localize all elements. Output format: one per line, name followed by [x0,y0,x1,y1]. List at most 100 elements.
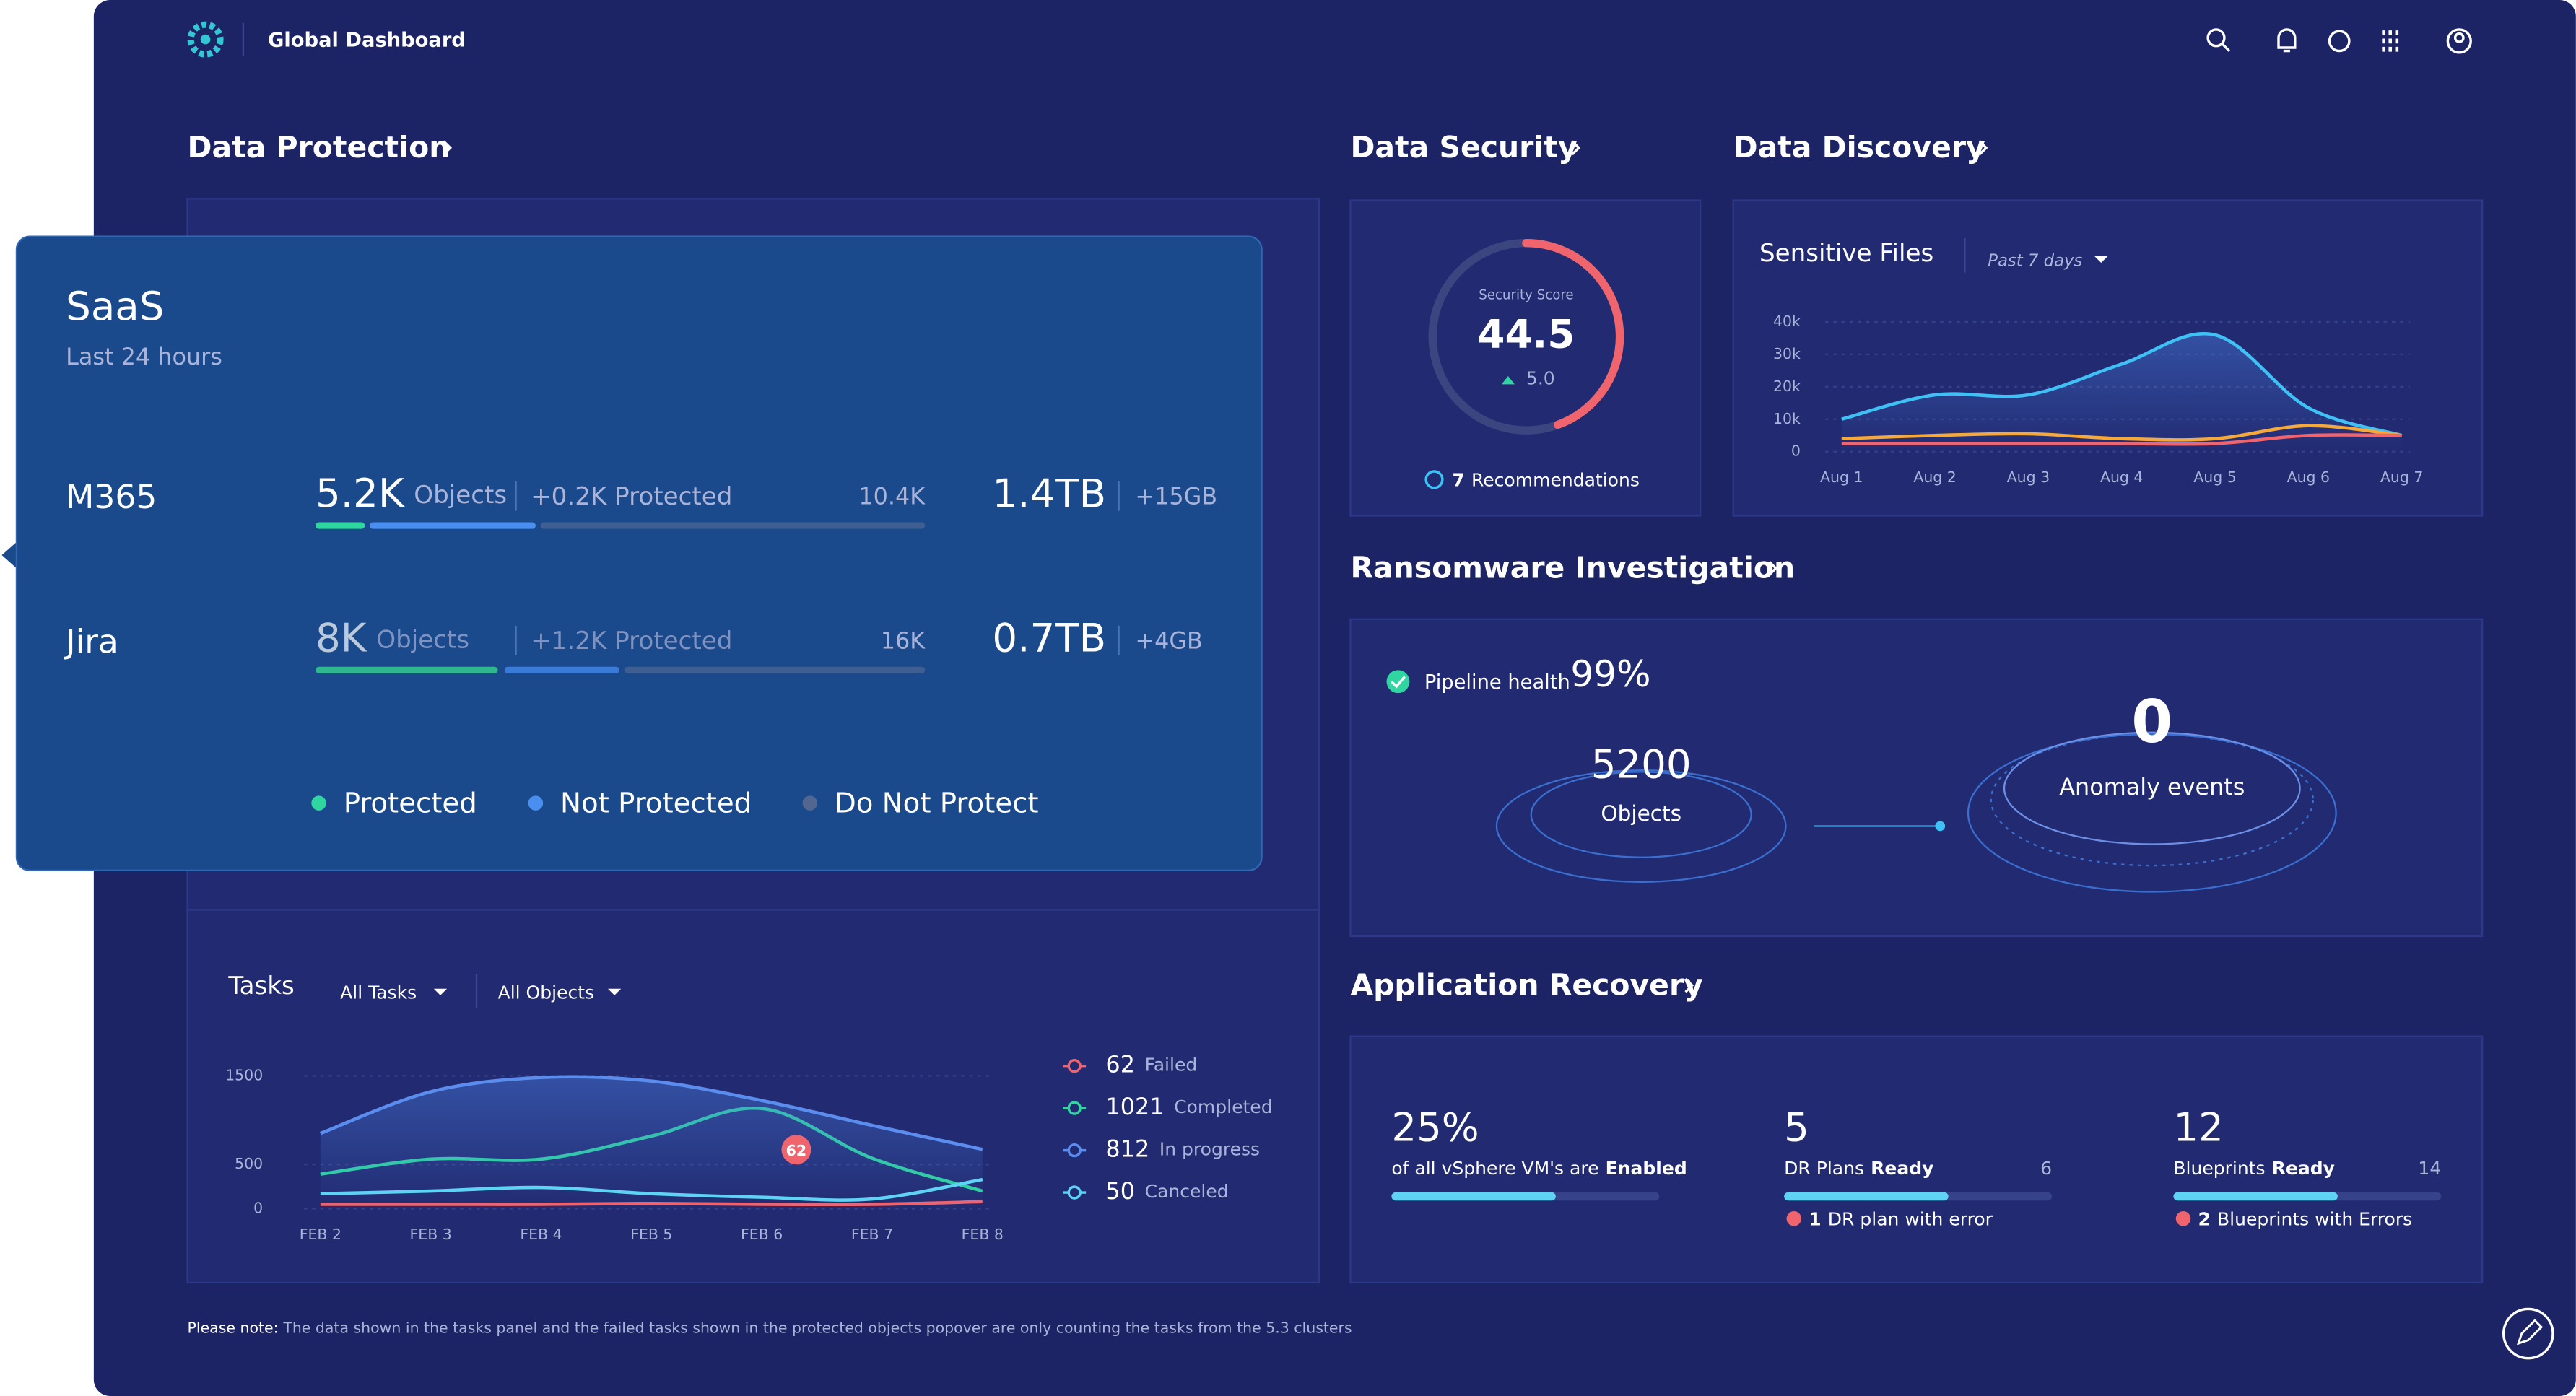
size-change: +15GB [1135,482,1217,510]
series-line [1841,433,2402,446]
x-tick-label: FEB 7 [851,1226,893,1243]
recovery-label: DR Plans Ready [1784,1158,1933,1179]
legend-name: Failed [1145,1055,1198,1076]
error-text: 2 Blueprints with Errors [2198,1209,2413,1230]
objects-total: 16K [881,627,926,655]
error-icon [2175,1211,2191,1226]
label: Blueprints [2173,1158,2265,1179]
connector-dot [1935,821,1946,832]
edit-button[interactable] [2502,1307,2554,1360]
period-filter[interactable]: Past 7 days [1988,251,2082,270]
up-arrow [1501,376,1515,385]
size-change: +4GB [1135,627,1202,655]
legend-entry: 62 Failed [1105,1051,1197,1078]
y-tick-label: 40k [1773,313,1801,330]
legend-marker [1067,1143,1082,1158]
filter[interactable]: All Tasks [340,982,417,1003]
popover-box [15,235,1263,872]
x-tick-label: FEB 5 [630,1226,672,1243]
notifications-icon[interactable] [2277,28,2297,53]
health-icon [1386,670,1410,694]
account-icon[interactable] [2446,28,2472,54]
section-title[interactable]: Data Protection [188,130,451,165]
filter[interactable]: All Objects [498,982,594,1003]
x-tick-label: FEB 6 [741,1226,783,1243]
label: of all vSphere VM's are [1391,1158,1598,1179]
legend-dot [311,795,326,811]
recovery-value: 12 [2173,1104,2223,1151]
recovery-value: 5 [1784,1104,1809,1151]
x-tick-label: Aug 6 [2287,468,2331,486]
series-line [1841,332,2403,437]
progress-fill [1784,1192,1949,1201]
score-label: Security Score [1479,288,1573,303]
size: 0.7TB [992,614,1106,660]
dropdown-caret [2094,256,2108,263]
legend-entry: 812 In progress [1105,1135,1260,1163]
y-tick-label: 20k [1773,378,1801,395]
logo [187,21,224,58]
help-icon[interactable] [2328,30,2351,53]
legend-entry: Protected [344,787,477,819]
footnote: Please note: The data shown in the tasks … [188,1319,1352,1337]
progress-segment [316,666,498,673]
progress-segment [316,522,365,529]
row-name: Jira [64,622,118,660]
progress-fill [2173,1192,2338,1201]
objects-count: 8K [316,614,367,660]
y-tick-label: 30k [1773,345,1801,362]
section-title[interactable]: Data Discovery [1733,130,1985,165]
popover-subtitle: Last 24 hours [66,343,222,370]
popover-pointer [1,541,17,569]
dropdown-caret [608,988,622,995]
progress-segment [624,666,926,673]
search-icon[interactable] [2206,28,2230,52]
error-text: 1 DR plan with error [1809,1209,1993,1230]
error-label: Blueprints with Errors [2217,1209,2412,1230]
pipeline-label: Pipeline health [1424,671,1570,694]
section-title[interactable]: Application Recovery [1350,967,1702,1002]
x-tick-label: FEB 4 [520,1226,562,1243]
x-tick-label: Aug 7 [2380,468,2424,486]
popover-title: SaaS [66,283,164,329]
legend-entry: 1021 Completed [1105,1093,1272,1120]
recovery-label: of all vSphere VM's are Enabled [1391,1158,1687,1179]
legend-dot [528,795,544,811]
objects-total: 10.4K [858,482,926,510]
series-area [320,1076,983,1209]
annotation-label: 62 [786,1142,806,1159]
legend-total: 812 [1105,1135,1149,1163]
legend-name: In progress [1159,1139,1260,1160]
legend-total: 62 [1105,1051,1135,1078]
legend-marker [1067,1101,1082,1115]
row-name: M365 [66,478,157,516]
legend-total: 50 [1105,1177,1135,1205]
size: 1.4TB [992,470,1106,516]
note-label: Please note: [188,1319,279,1337]
recovery-label: Blueprints Ready [2173,1158,2335,1179]
recommendations-link[interactable]: 7 Recommendations [1453,470,1640,491]
x-tick-label: Aug 5 [2193,468,2237,486]
section-title[interactable]: Ransomware Investigation [1350,551,1795,585]
objects-label: Objects [1601,801,1681,826]
series-area [1841,333,2402,452]
x-tick-label: Aug 4 [2100,468,2144,486]
panel-title: Tasks [227,972,294,1000]
score-arc [1428,239,1624,435]
status: Enabled [1606,1158,1687,1179]
section-title[interactable]: Data Security [1350,130,1577,165]
error-label: DR plan with error [1828,1209,1993,1230]
x-tick-label: Aug 3 [2007,468,2050,486]
objects-label: Objects [414,481,507,510]
recommendations-count: 7 [1453,470,1465,491]
apps-icon[interactable] [2382,30,2399,52]
progress-segment [370,522,536,529]
progress-segment [540,522,926,529]
dropdown-caret [433,988,448,995]
legend-total: 1021 [1105,1093,1164,1120]
saas-popover: SaaS Last 24 hours M365 5.2K Objects +0.2K … [1,235,1263,872]
series-line [320,1177,983,1202]
anomaly-ring [1967,731,2337,893]
